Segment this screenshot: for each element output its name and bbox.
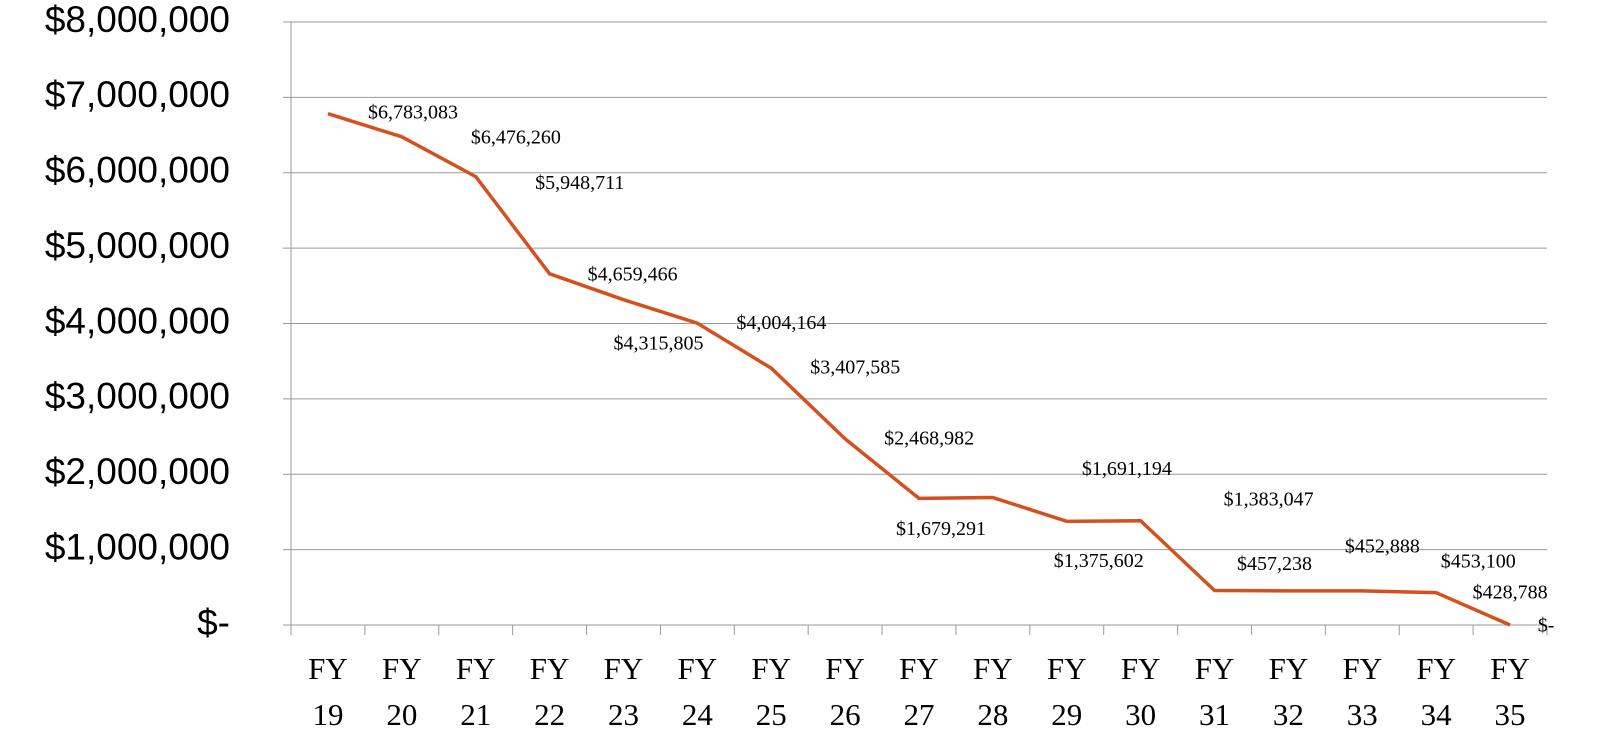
x-tick-label: FY 35 bbox=[1490, 651, 1530, 732]
y-tick-label: $7,000,000 bbox=[45, 74, 230, 115]
data-label: $453,100 bbox=[1441, 550, 1516, 572]
data-label: $452,888 bbox=[1345, 535, 1420, 557]
x-tick-label: FY 30 bbox=[1120, 651, 1161, 732]
data-label: $4,315,805 bbox=[613, 332, 703, 354]
y-tick-label: $2,000,000 bbox=[45, 451, 230, 492]
data-label: $- bbox=[1538, 615, 1555, 637]
data-label: $4,004,164 bbox=[736, 312, 826, 334]
x-tick-label: FY 23 bbox=[603, 651, 644, 732]
data-label: $5,948,711 bbox=[535, 172, 624, 194]
data-label: $2,468,982 bbox=[884, 427, 974, 449]
x-tick-label: FY 19 bbox=[308, 651, 348, 732]
x-tick-label: FY 26 bbox=[825, 651, 865, 732]
y-tick-label: $8,000,000 bbox=[45, 0, 230, 40]
y-tick-label: $1,000,000 bbox=[45, 526, 230, 567]
data-label: $6,476,260 bbox=[471, 126, 561, 148]
y-tick-label: $5,000,000 bbox=[45, 225, 230, 266]
x-tick-label: FY 28 bbox=[973, 651, 1013, 732]
x-tick-label: FY 22 bbox=[529, 651, 570, 732]
line bbox=[327, 112, 1511, 627]
data-label: $1,691,194 bbox=[1082, 458, 1172, 480]
x-tick-label: FY 25 bbox=[751, 651, 792, 732]
data-label: $1,679,291 bbox=[896, 518, 986, 540]
x-tick-label: FY 27 bbox=[899, 651, 939, 732]
x-tick-label: FY 24 bbox=[677, 651, 718, 732]
data-label: $428,788 bbox=[1473, 581, 1548, 603]
x-tick-label: FY 34 bbox=[1416, 651, 1456, 732]
y-tick-label: $- bbox=[197, 602, 230, 643]
x-tick-label: FY 32 bbox=[1268, 651, 1309, 732]
x-tick-label: FY 31 bbox=[1194, 651, 1235, 732]
y-tick-label: $3,000,000 bbox=[45, 376, 230, 417]
data-label: $6,783,083 bbox=[368, 101, 458, 123]
x-tick-label: FY 21 bbox=[455, 651, 496, 732]
data-label: $1,383,047 bbox=[1224, 488, 1314, 510]
x-tick-label: FY 20 bbox=[381, 651, 422, 732]
data-label: $457,238 bbox=[1237, 553, 1312, 575]
data-label: $1,375,602 bbox=[1054, 550, 1144, 572]
x-tick-label: FY 29 bbox=[1046, 651, 1087, 732]
data-label: $4,659,466 bbox=[588, 263, 678, 285]
data-label: $3,407,585 bbox=[810, 357, 900, 379]
x-tick-label: FY 33 bbox=[1342, 651, 1383, 732]
y-tick-label: $6,000,000 bbox=[45, 150, 230, 191]
y-tick-label: $4,000,000 bbox=[45, 300, 230, 341]
